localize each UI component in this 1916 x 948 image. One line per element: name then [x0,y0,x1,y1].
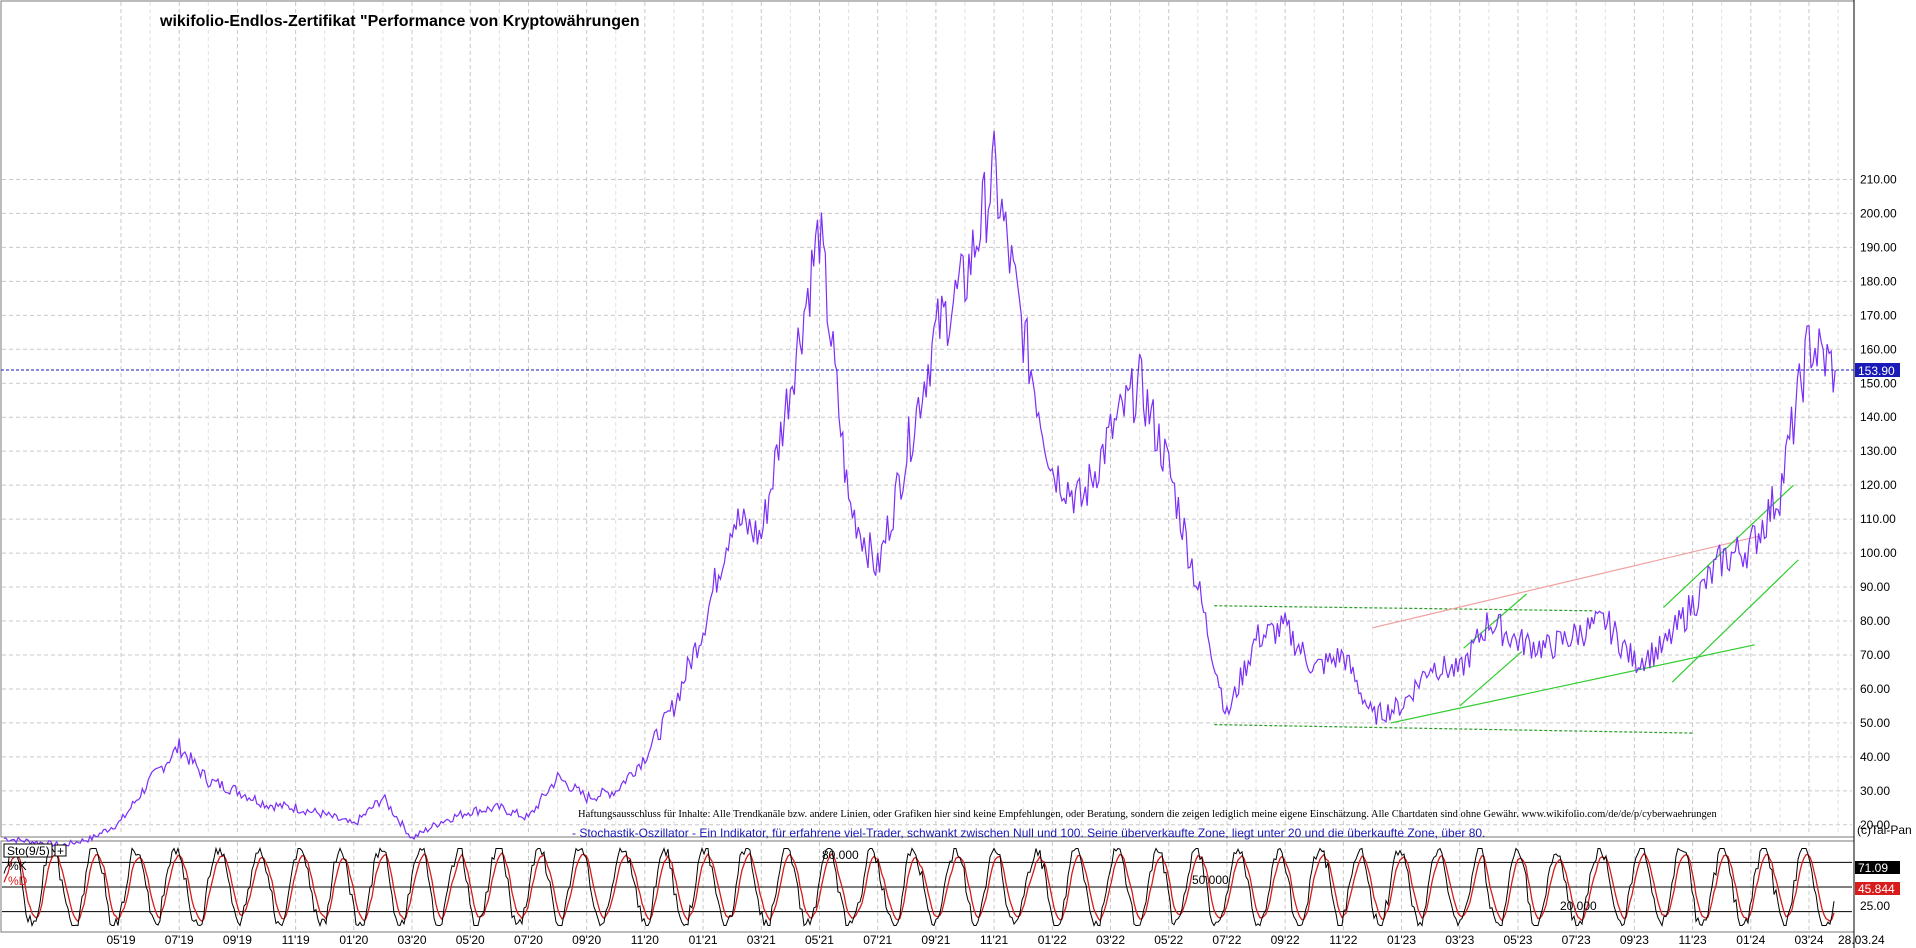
chart-title: wikifolio-Endlos-Zertifikat "Performance… [159,13,640,30]
x-tick-label: 11'23 [1679,933,1707,947]
x-tick-label: 03'21 [747,933,776,947]
stoch-d-legend: %D [8,874,28,888]
y-tick-label: 50.00 [1860,716,1890,730]
x-tick-label: 09'23 [1620,933,1649,947]
x-tick-label: 07'19 [165,933,194,947]
stochastic-note: - Stochastik-Oszillator - Ein Indikator,… [572,826,1485,840]
stoch-tick-25: 25.00 [1860,899,1890,913]
x-tick-label: 07'21 [863,933,892,947]
y-tick-label: 190.00 [1860,240,1897,254]
price-line [3,130,1836,848]
x-tick-label: 03'20 [398,933,427,947]
y-tick-label: 110.00 [1860,512,1896,526]
x-tick-label: 05'22 [1154,933,1183,947]
y-tick-label: 30.00 [1860,784,1890,798]
y-tick-label: 150.00 [1860,376,1897,390]
y-tick-label: 60.00 [1860,682,1890,696]
y-tick-label: 170.00 [1860,308,1897,322]
y-tick-label: 200.00 [1860,206,1897,220]
x-tick-label: 05'20 [456,933,485,947]
x-tick-label: 01'22 [1038,933,1067,947]
stoch-d-value-bg [1855,882,1900,895]
y-tick-label: 20.00 [1860,818,1890,832]
x-tick-labels: 05'19 07'19 09'19 11'19 01'20 03'20 05'20 07'20… [107,933,1824,947]
x-tick-label: 01'21 [689,933,718,947]
y-tick-label: 90.00 [1860,580,1890,594]
stoch-k-value-bg [1855,861,1900,874]
trend-lines [1214,484,1799,734]
y-tick-label: 140.00 [1860,410,1897,424]
x-end-label: 28.03.24 [1838,933,1885,947]
x-tick-label: 11'21 [980,933,1008,947]
channel-b-bottom [1671,559,1799,683]
x-tick-label: 11'19 [282,933,310,947]
stoch-title: Sto(9/5) [7,844,50,858]
stoch-k-line [3,846,1835,928]
x-tick-label: 03'22 [1096,933,1125,947]
stoch-title-box [3,843,53,858]
last-price-label: 153.90 [1858,364,1895,378]
x-tick-label: 03'23 [1445,933,1474,947]
x-tick-label: 05'23 [1503,933,1532,947]
x-tick-label: 07'20 [514,933,543,947]
x-tick-label: 09'19 [223,933,252,947]
x-tick-label: 11'22 [1329,933,1357,947]
x-tick-label: 07'23 [1562,933,1591,947]
y-tick-label: 210.00 [1860,172,1897,186]
channel-b-top [1663,484,1794,608]
x-tick-label: 05'21 [805,933,834,947]
resistance-trend-line [1372,535,1760,629]
y-tick-label: 160.00 [1860,342,1897,356]
x-tick-label: 09'20 [572,933,601,947]
x-tick-label: 01'23 [1387,933,1416,947]
stoch-k-legend: %K [8,859,27,873]
channel-a-top [1463,593,1528,649]
y-tick-label: 70.00 [1860,648,1890,662]
x-tick-label: 03'24 [1795,933,1824,947]
y-tick-label: 40.00 [1860,750,1890,764]
level-80-label: 80.000 [822,848,859,862]
level-20-label: 20.000 [1560,899,1597,913]
stoch-d-line [3,851,1835,923]
y-tick-label: 180.00 [1860,274,1897,288]
stoch-d-value: 45.844 [1858,882,1895,896]
channel-a-bottom [1459,651,1523,707]
y-tick-label: 130.00 [1860,444,1897,458]
x-tick-label: 05'19 [107,933,136,947]
y-tick-labels: 20.00 30.00 40.00 50.00 60.00 70.00 80.00 90.00… [1860,172,1897,832]
grid [2,2,1852,930]
x-tick-label: 01'24 [1736,933,1765,947]
y-tick-label: 120.00 [1860,478,1897,492]
disclaimer-text: Haftungsausschluss für Inhalte: Alle Tre… [578,809,1717,820]
last-price-label-bg [1855,363,1900,378]
x-tick-label: 07'22 [1212,933,1241,947]
x-tick-label: 11'20 [631,933,659,947]
plus-icon[interactable]: + [57,844,64,858]
support-trend-line [1390,644,1755,724]
x-tick-label: 09'22 [1271,933,1300,947]
y-tick-label: 100.00 [1860,546,1897,560]
y-tick-label: 80.00 [1860,614,1890,628]
copyright-text: (c)Tai-Pan [1857,823,1912,837]
range-top-line [1214,605,1595,612]
stoch-settings-button[interactable] [54,844,67,857]
x-tick-label: 01'20 [339,933,368,947]
range-bottom-line [1214,724,1693,734]
stoch-k-value: 71.09 [1858,861,1888,875]
level-50-label: 50.000 [1192,873,1229,887]
x-tick-label: 09'21 [921,933,950,947]
